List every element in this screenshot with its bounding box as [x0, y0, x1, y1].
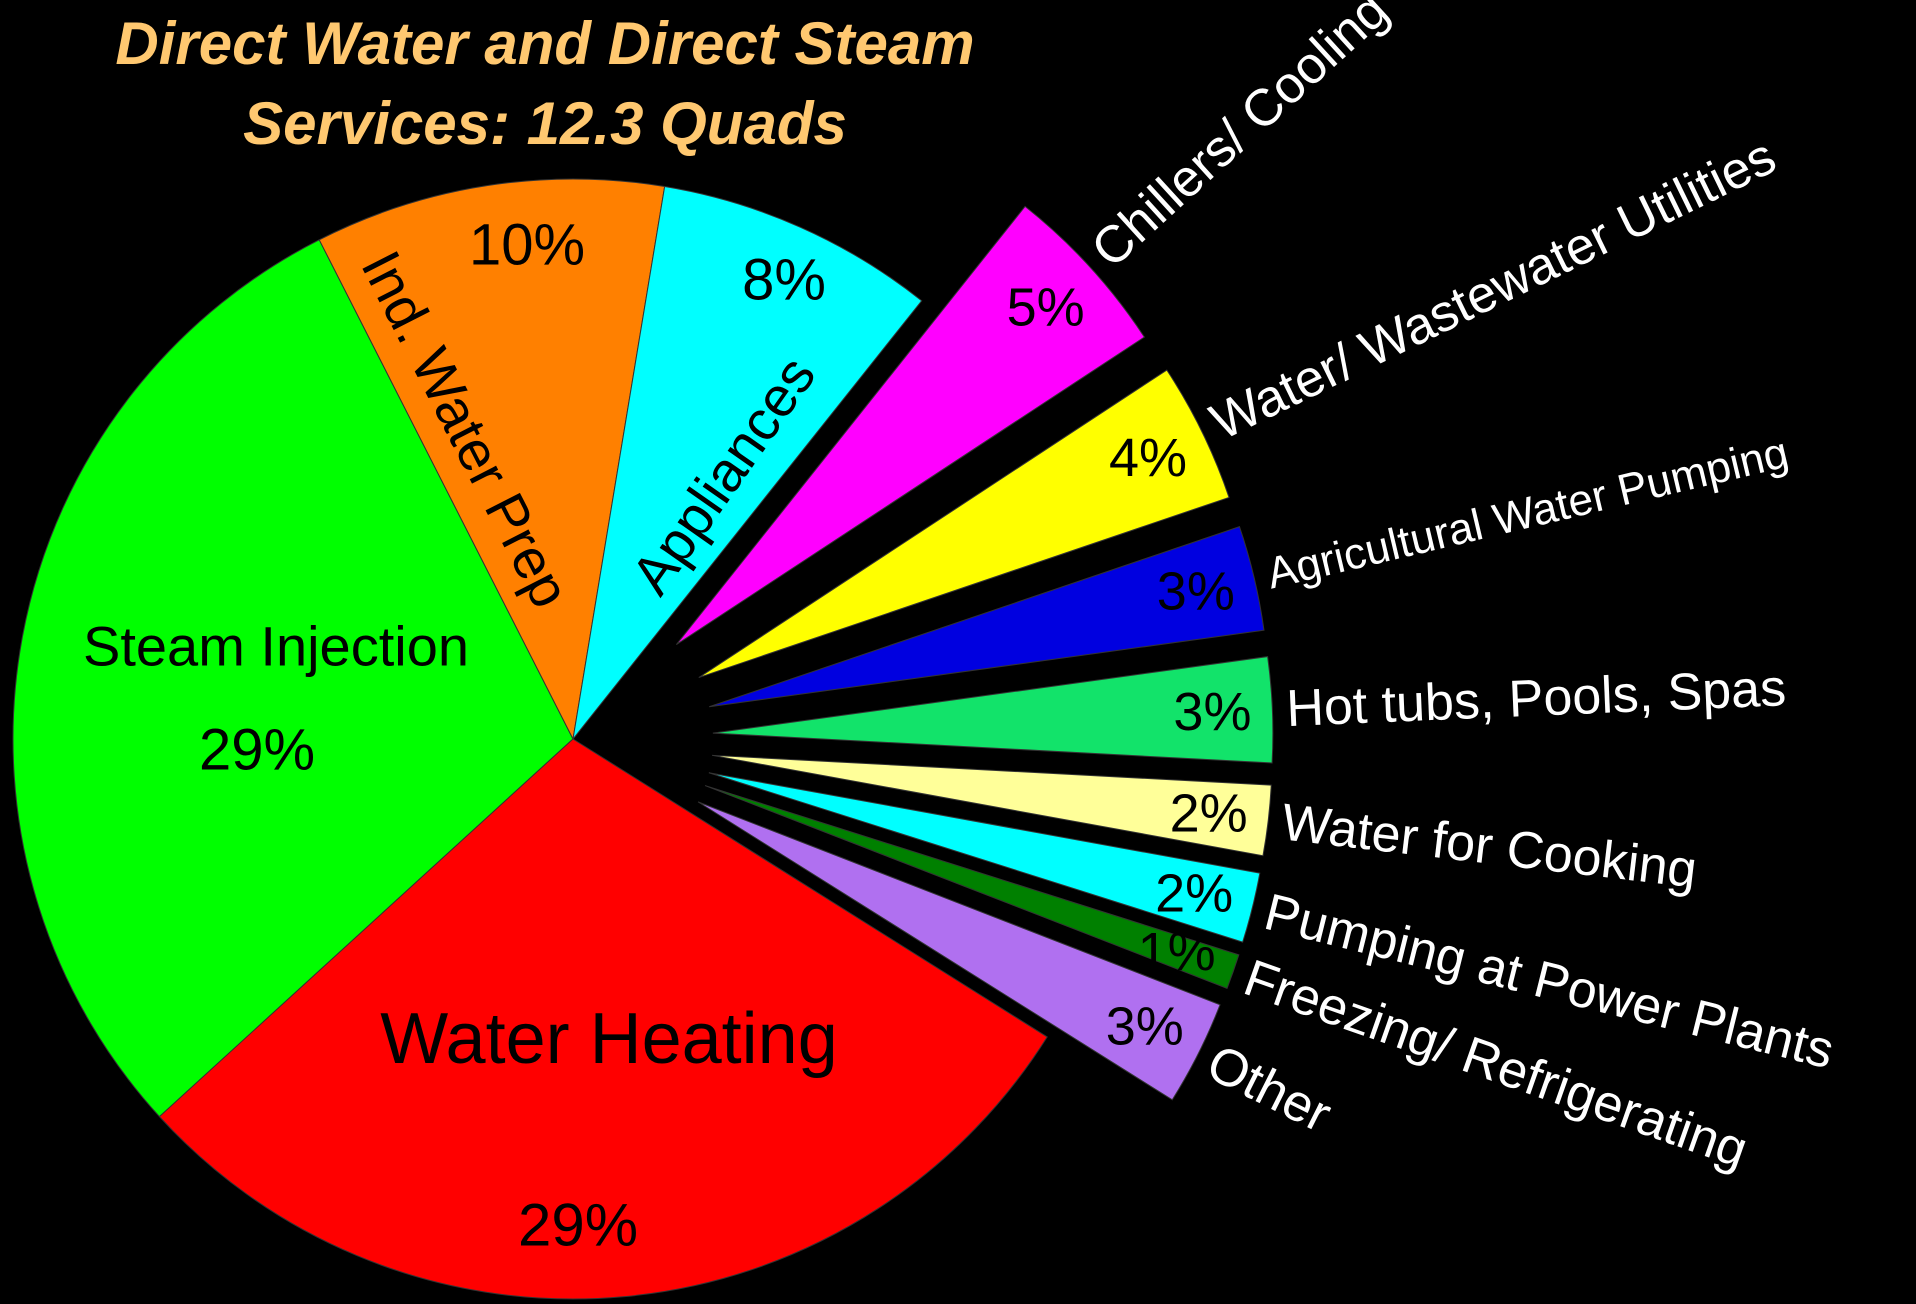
value-label: 2%: [1170, 784, 1248, 844]
pie-slice: [698, 369, 1230, 679]
value-label: 29%: [518, 1192, 638, 1259]
value-label: 4%: [1109, 428, 1187, 488]
value-label: 1%: [1138, 922, 1216, 982]
pie-slice: [12, 239, 574, 1118]
value-label: 8%: [742, 248, 826, 313]
slice-label: Chillers/ Cooling: [1081, 0, 1400, 279]
pie-slice: [708, 772, 1261, 943]
pie-slice: [318, 178, 666, 741]
value-label: 29%: [199, 718, 315, 783]
pie-slice: [712, 656, 1274, 764]
pie-slice: [711, 754, 1272, 857]
pie-slice: [158, 738, 1048, 1300]
pie-slice: [697, 801, 1221, 1101]
slice-label: Water Heating: [380, 999, 838, 1079]
value-label: 10%: [469, 213, 585, 278]
pie-slice: [675, 205, 1146, 646]
slice-label: Steam Injection: [83, 615, 469, 678]
slice-label: Hot tubs, Pools, Spas: [1285, 659, 1787, 738]
slice-label: Other: [1198, 1034, 1340, 1144]
value-label: 3%: [1106, 996, 1184, 1056]
chart-title: Direct Water and Direct Steam Services: …: [115, 10, 975, 157]
value-label: 3%: [1173, 682, 1251, 742]
pie-slice: [572, 185, 923, 741]
slice-label: Agricultural Water Pumping: [1262, 428, 1793, 599]
value-label: 3%: [1157, 562, 1235, 622]
slice-label: Water/ Wastewater Utilities: [1202, 127, 1785, 451]
slice-label: Water for Cooking: [1279, 793, 1700, 899]
value-label: 5%: [1007, 277, 1085, 337]
pie-slice: [709, 526, 1265, 708]
value-label: 2%: [1155, 863, 1233, 923]
pie-slice: [704, 785, 1240, 990]
